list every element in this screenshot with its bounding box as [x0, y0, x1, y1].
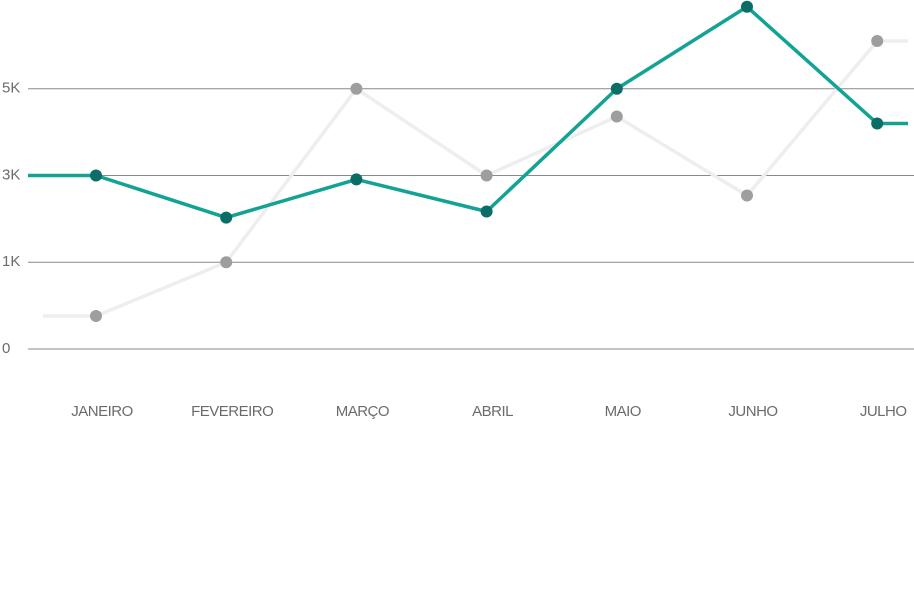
x-tick-label: JULHO — [860, 403, 907, 420]
data-point — [480, 169, 493, 182]
x-tick-label: ABRIL — [472, 403, 513, 420]
y-tick-label: 0 — [2, 340, 10, 357]
data-point — [610, 82, 623, 95]
data-point — [350, 82, 363, 95]
data-point — [741, 0, 753, 13]
y-tick-label: 5K — [2, 80, 20, 97]
data-point — [350, 173, 363, 186]
data-point — [480, 205, 493, 218]
data-point — [871, 35, 884, 48]
series-line — [95, 5, 879, 220]
data-point — [90, 310, 102, 323]
data-point — [220, 211, 233, 224]
x-tick-label: JANEIRO — [71, 403, 133, 420]
data-point — [741, 189, 753, 202]
x-tick-label: FEVEREIRO — [191, 403, 273, 420]
x-tick-label: JUNHO — [728, 403, 777, 420]
data-point — [871, 117, 884, 130]
data-point — [610, 110, 623, 123]
data-point — [220, 256, 233, 269]
data-point — [90, 169, 102, 182]
x-tick-label: MAIO — [605, 403, 641, 420]
y-tick-label: 3K — [2, 166, 20, 183]
x-tick-label: MARÇO — [336, 403, 389, 420]
y-tick-label: 1K — [2, 253, 20, 270]
